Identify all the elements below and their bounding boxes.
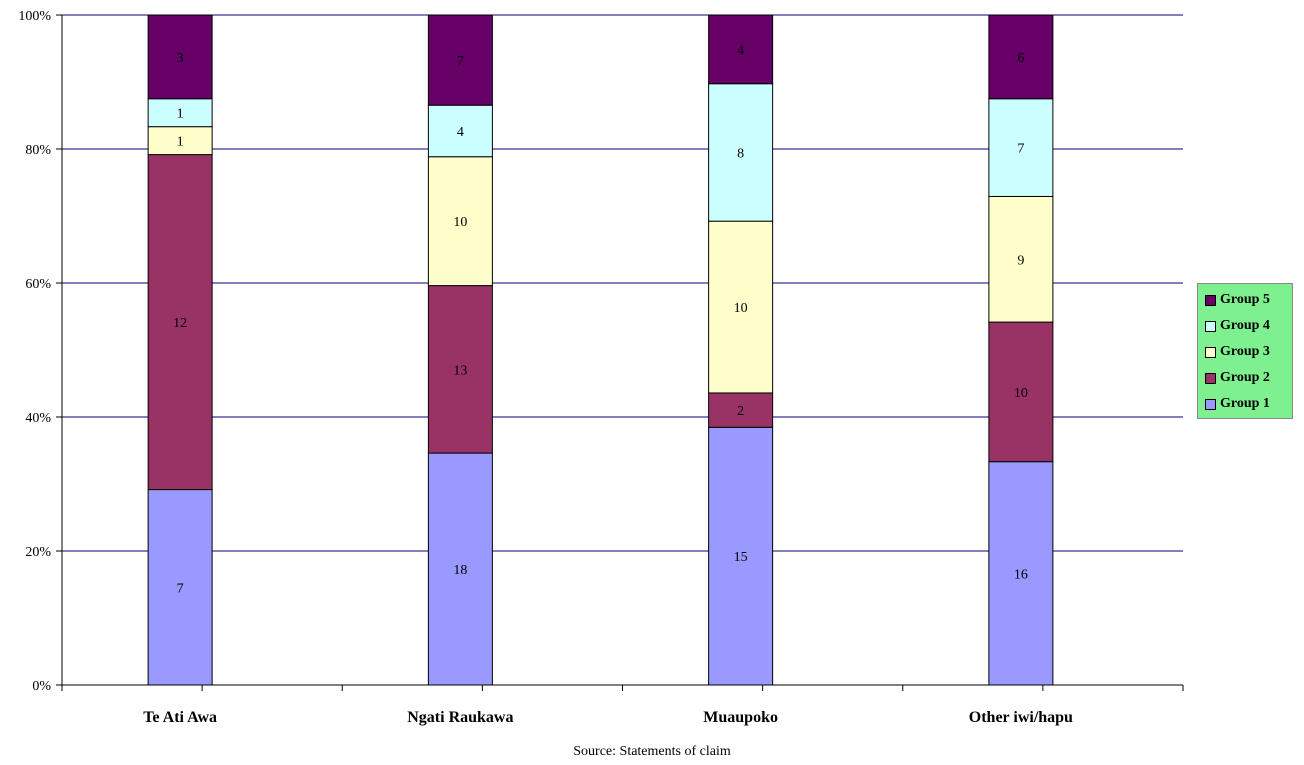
legend-swatch [1205,346,1216,358]
y-tick-label: 80% [25,143,51,158]
legend-label: Group 5 [1220,292,1270,307]
legend-item: Group 4 [1205,313,1292,339]
data-label: 16 [1014,567,1028,582]
legend-label: Group 1 [1220,396,1270,411]
data-label: 13 [453,363,467,378]
data-label: 4 [737,43,744,58]
y-tick-label: 100% [18,9,51,24]
legend-label: Group 2 [1220,370,1270,385]
bar-segment [988,461,1054,686]
bar-segment [708,220,774,394]
data-label: 15 [734,550,748,565]
source-note: Source: Statements of claim [573,744,731,759]
data-label: 7 [177,581,184,596]
bar-segment [988,195,1054,323]
data-label: 7 [1017,142,1024,157]
legend-swatch [1205,372,1216,384]
bar-segment [147,14,213,100]
y-tick-label: 20% [25,545,51,560]
data-label: 7 [457,54,464,69]
data-label: 4 [457,125,464,140]
legend-item: Group 3 [1205,339,1292,365]
bar-segment [988,98,1054,197]
data-label: 10 [1014,386,1028,401]
data-label: 1 [177,107,184,122]
bar-segment [708,83,774,222]
data-label: 3 [177,51,184,66]
y-tick-label: 60% [25,277,51,292]
x-category-label: Other iwi/hapu [969,709,1073,726]
legend-label: Group 3 [1220,344,1270,359]
bar-segment [427,14,493,106]
bar-segment [708,392,774,428]
bar-segment [147,154,213,491]
data-label: 2 [737,404,744,419]
bar-segment [147,489,213,686]
x-category-label: Te Ati Awa [143,709,217,726]
chart-legend: Group 5 Group 4 Group 3 Group 2 Group 1 [1197,283,1293,419]
bar-segment [427,104,493,158]
data-label: 9 [1017,253,1024,268]
bar-segment [708,14,774,85]
x-category-label: Muaupoko [703,709,778,726]
data-label: 1 [177,135,184,150]
legend-item: Group 2 [1205,365,1292,391]
data-label: 10 [453,215,467,230]
y-tick-label: 40% [25,411,51,426]
data-label: 12 [173,316,187,331]
bar-segment [708,426,774,686]
data-label: 10 [734,301,748,316]
legend-swatch [1205,294,1216,306]
legend-label: Group 4 [1220,318,1270,333]
y-tick-label: 0% [32,679,51,694]
bar-segment [988,321,1054,463]
bar-segment [427,452,493,686]
bar-segment [427,285,493,454]
bar-segment [988,14,1054,100]
legend-item: Group 1 [1205,391,1292,417]
data-label: 8 [737,146,744,161]
legend-swatch [1205,398,1216,410]
data-label: 6 [1017,51,1024,66]
legend-item: Group 5 [1205,287,1292,313]
bar-segment [147,126,213,156]
x-category-label: Ngati Raukawa [407,709,513,726]
legend-swatch [1205,320,1216,332]
data-label: 18 [453,563,467,578]
